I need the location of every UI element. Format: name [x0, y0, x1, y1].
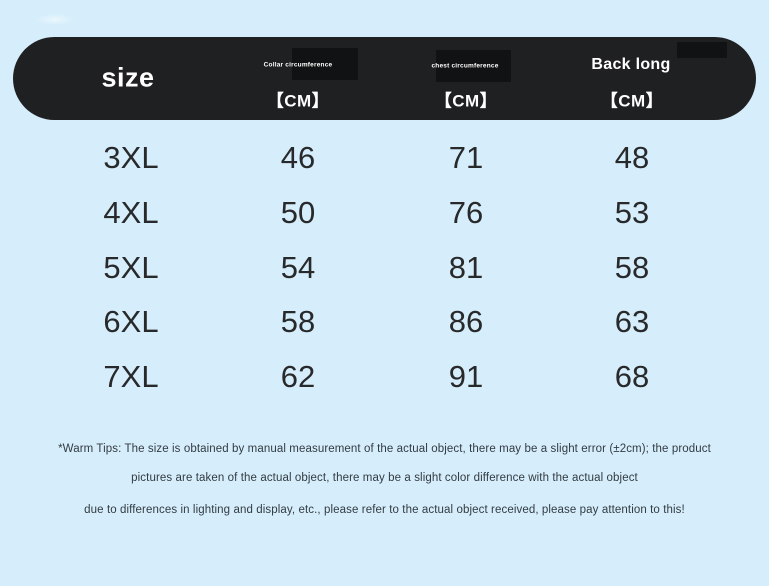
chest-value: 91	[448, 359, 484, 394]
size-value: 6XL	[103, 304, 159, 339]
back-value: 63	[614, 304, 650, 339]
background-highlight-wisp	[36, 14, 74, 25]
table-header-bar: size Collar circumference 【CM】 chest cir…	[13, 37, 756, 120]
warm-tips-line-2: pictures are taken of the actual object,…	[131, 472, 638, 484]
chest-value: 71	[448, 140, 484, 175]
redaction-patch	[436, 50, 511, 82]
collar-value: 50	[280, 195, 316, 230]
back-value: 68	[614, 359, 650, 394]
collar-value: 58	[280, 304, 316, 339]
back-value: 53	[614, 195, 650, 230]
back-value: 48	[614, 140, 650, 175]
warm-tips-line-3: due to differences in lighting and displ…	[84, 504, 685, 516]
column-header-back-title: Back long	[591, 56, 671, 73]
redaction-patch	[292, 48, 358, 80]
size-value: 3XL	[103, 140, 159, 175]
column-header-back-unit: 【CM】	[600, 91, 664, 111]
size-value: 5XL	[103, 250, 159, 285]
column-header-chest-title: chest circumference	[431, 62, 499, 70]
collar-value: 46	[280, 140, 316, 175]
size-value: 4XL	[103, 195, 159, 230]
chest-value: 76	[448, 195, 484, 230]
redaction-patch	[677, 42, 727, 58]
chest-value: 86	[448, 304, 484, 339]
chest-value: 81	[448, 250, 484, 285]
warm-tips-line-1: *Warm Tips: The size is obtained by manu…	[58, 443, 711, 455]
column-header-collar-title: Collar circumference	[263, 61, 333, 69]
column-header-collar-unit: 【CM】	[266, 91, 330, 111]
size-value: 7XL	[103, 359, 159, 394]
column-header-chest-unit: 【CM】	[434, 91, 498, 111]
back-value: 58	[614, 250, 650, 285]
collar-value: 62	[280, 359, 316, 394]
column-header-size: size	[101, 62, 155, 93]
collar-value: 54	[280, 250, 316, 285]
